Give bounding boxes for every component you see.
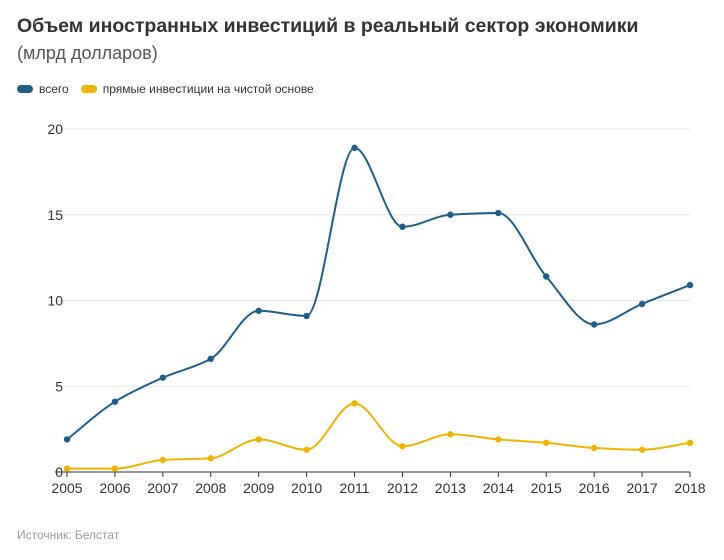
- chart-title: Объем иностранных инвестиций в реальный …: [17, 15, 639, 37]
- series-total-point: [111, 398, 119, 405]
- x-tick-label: 2013: [435, 480, 466, 496]
- y-tick-label: 5: [55, 378, 63, 394]
- series-fdi-point: [543, 439, 550, 447]
- x-tick-label: 2009: [243, 480, 274, 496]
- legend: всего прямые инвестиции на чистой основе: [17, 82, 326, 96]
- series-fdi-point: [303, 446, 310, 453]
- chart-subtitle: (млрд долларов): [17, 43, 158, 63]
- series-fdi-point: [447, 431, 454, 438]
- y-tick-label: 15: [47, 207, 63, 223]
- series-total-point: [159, 374, 167, 381]
- legend-swatch-fdi: [80, 85, 97, 93]
- series-fdi-point: [590, 444, 598, 452]
- source-note: Источник: Белстат: [17, 528, 120, 542]
- x-tick-label: 2005: [51, 480, 82, 496]
- legend-item-fdi: прямые инвестиции на чистой основе: [80, 82, 314, 96]
- y-tick-label: 20: [47, 121, 63, 137]
- series-total-point: [399, 223, 406, 230]
- series-fdi-point: [495, 436, 502, 443]
- series-fdi-point: [111, 465, 119, 472]
- x-tick-label: 2016: [579, 480, 610, 496]
- series-total-point: [63, 436, 71, 443]
- series-fdi-point: [638, 446, 646, 453]
- x-tick-label: 2006: [99, 480, 130, 496]
- series-total-point: [638, 300, 646, 308]
- series-total-line: [66, 146, 691, 441]
- x-tick-label: 2008: [195, 480, 226, 496]
- x-tick-label: 2014: [483, 480, 514, 496]
- series-total-point: [543, 273, 550, 280]
- series-total-point: [255, 307, 262, 314]
- series-fdi-point: [159, 456, 167, 464]
- series-total-point: [351, 144, 358, 152]
- x-tick-label: 2015: [531, 480, 562, 496]
- series-total-point: [303, 312, 310, 320]
- y-tick-label: 10: [47, 293, 63, 309]
- legend-label-total: всего: [39, 82, 69, 96]
- series-total-point: [590, 321, 598, 328]
- series-fdi-point: [207, 455, 214, 462]
- series-fdi-line: [67, 402, 691, 470]
- x-tick-label: 2012: [387, 480, 418, 496]
- series-fdi-point: [686, 439, 694, 447]
- x-tick-label: 2007: [147, 480, 178, 496]
- legend-label-fdi: прямые инвестиции на чистой основе: [102, 82, 314, 96]
- series-total-point: [207, 355, 214, 363]
- series-fdi-point: [255, 436, 262, 443]
- x-tick-label: 2017: [626, 480, 657, 496]
- series-fdi-point: [399, 443, 406, 450]
- series-fdi-point: [63, 465, 71, 472]
- legend-swatch-total: [17, 85, 33, 93]
- series-total-point: [495, 209, 502, 217]
- legend-item-total: всего: [17, 82, 69, 96]
- series-fdi-point: [351, 400, 358, 407]
- series-total-point: [447, 211, 454, 218]
- x-tick-label: 2011: [339, 480, 369, 496]
- x-tick-label: 2010: [291, 480, 322, 496]
- x-tick-label: 2018: [674, 480, 705, 496]
- series-total-point: [686, 281, 694, 289]
